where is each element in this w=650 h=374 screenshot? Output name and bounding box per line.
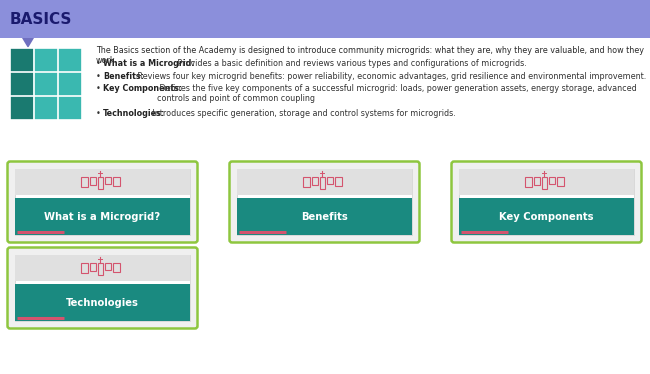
Text: •: • [96,59,101,68]
Text: What is a Microgrid?: What is a Microgrid? [44,212,161,221]
FancyBboxPatch shape [459,169,634,235]
Text: Technologies:: Technologies: [103,109,165,118]
FancyBboxPatch shape [33,48,82,120]
Text: The Basics section of the Academy is designed to introduce community microgrids:: The Basics section of the Academy is des… [96,46,644,65]
FancyBboxPatch shape [10,48,33,120]
FancyBboxPatch shape [15,169,190,195]
FancyBboxPatch shape [237,198,412,235]
Text: What is a Microgrid:: What is a Microgrid: [103,59,194,68]
FancyBboxPatch shape [459,198,634,235]
FancyBboxPatch shape [15,255,190,281]
Text: •: • [96,84,101,93]
Text: Reviews four key microgrid benefits: power reliability, economic advantages, gri: Reviews four key microgrid benefits: pow… [135,71,647,80]
Text: Defines the five key components of a successful microgrid: loads, power generati: Defines the five key components of a suc… [157,84,637,103]
FancyBboxPatch shape [459,169,634,195]
FancyBboxPatch shape [452,162,642,242]
Text: BASICS: BASICS [10,12,72,27]
FancyBboxPatch shape [237,169,412,235]
FancyBboxPatch shape [15,255,190,321]
FancyBboxPatch shape [8,162,198,242]
FancyBboxPatch shape [8,248,198,328]
Text: Introduces specific generation, storage and control systems for microgrids.: Introduces specific generation, storage … [150,109,456,118]
Text: •: • [96,109,101,118]
Text: •: • [96,71,101,80]
Text: Key Components: Key Components [499,212,593,221]
Polygon shape [22,38,34,48]
FancyBboxPatch shape [237,169,412,195]
Text: Benefits:: Benefits: [103,71,144,80]
Text: Provides a basic definition and reviews various types and configurations of micr: Provides a basic definition and reviews … [175,59,526,68]
FancyBboxPatch shape [15,169,190,235]
Text: Technologies: Technologies [66,298,139,307]
FancyBboxPatch shape [15,198,190,235]
FancyBboxPatch shape [15,284,190,321]
Text: Key Components:: Key Components: [103,84,182,93]
FancyBboxPatch shape [0,0,650,38]
Text: Benefits: Benefits [301,212,348,221]
FancyBboxPatch shape [229,162,419,242]
